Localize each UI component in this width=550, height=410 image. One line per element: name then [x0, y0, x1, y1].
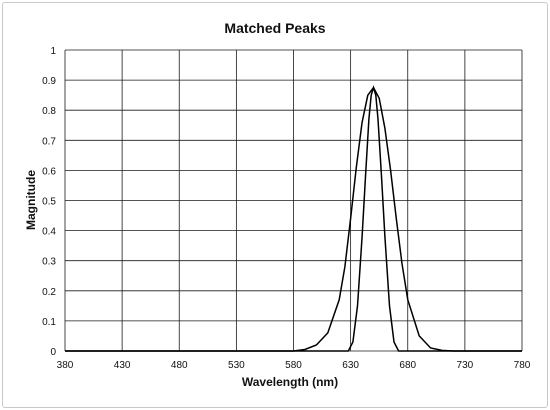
x-tick-label: 430: [114, 360, 131, 371]
y-tick-label: 0.4: [42, 227, 56, 238]
y-tick-label: 0.2: [42, 287, 56, 298]
x-axis-title: Wavelength (nm): [242, 375, 338, 389]
x-tick-label: 680: [399, 360, 416, 371]
series-lines: [65, 85, 522, 352]
y-tick-label: 0.7: [42, 136, 56, 147]
x-tick-label: 580: [285, 360, 302, 371]
y-tick-label: 1: [50, 46, 56, 57]
x-tick-label: 530: [228, 360, 245, 371]
y-tick-label: 0.5: [42, 197, 56, 208]
x-tick-label: 630: [342, 360, 359, 371]
y-tick-label: 0.3: [42, 257, 56, 268]
y-tick-label: 0.8: [42, 106, 56, 117]
y-tick-label: 0.1: [42, 317, 56, 328]
x-tick-label: 730: [457, 360, 474, 371]
y-axis-title: Magnitude: [24, 170, 38, 230]
y-tick-label: 0.6: [42, 166, 56, 177]
y-tick-labels: 0 0.1 0.2 0.3 0.4 0.5 0.6 0.7 0.8 0.9 1: [42, 46, 56, 358]
x-tick-label: 380: [57, 360, 74, 371]
x-tick-labels: 380 430 480 530 580 630 680 730 780: [57, 360, 531, 371]
y-tick-label: 0: [50, 347, 56, 358]
chart-title: Matched Peaks: [224, 20, 325, 36]
y-tick-label: 0.9: [42, 76, 56, 87]
series-line-2: [65, 85, 522, 352]
x-tick-label: 780: [514, 360, 531, 371]
gridlines: [64, 49, 523, 352]
x-tick-label: 480: [171, 360, 188, 371]
